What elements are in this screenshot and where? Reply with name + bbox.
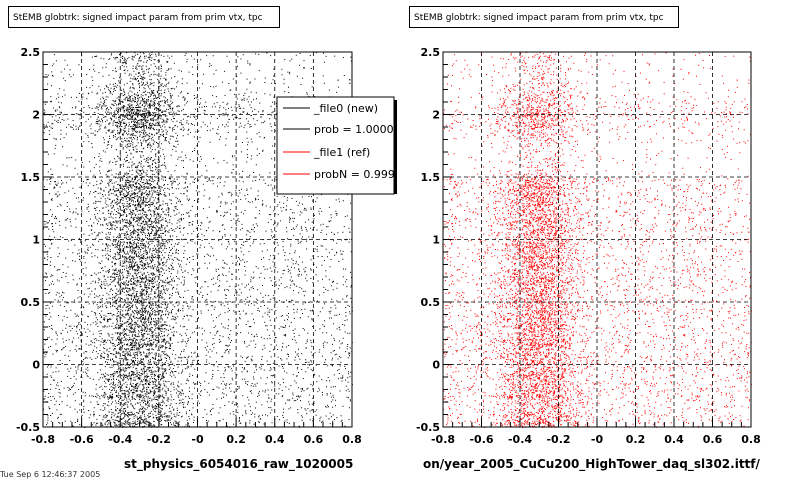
axis-ticks bbox=[42, 51, 353, 428]
right-chart-title: StEMB globtrk: signed impact param from … bbox=[409, 6, 679, 28]
y-tick-label: 2 bbox=[432, 109, 440, 122]
grid-lines bbox=[43, 52, 352, 427]
axis-ticks bbox=[442, 51, 752, 428]
x-tick-label: -0 bbox=[591, 433, 604, 446]
right-scatter-panel: -0.8 -0.6 -0.4 -0.2 -0 0.2 0.4 0.6 0.8 -0.5 0 0.5 1 1… bbox=[416, 46, 761, 446]
x-tick-label: 0.6 bbox=[703, 433, 723, 446]
x-tick-label: 0.2 bbox=[626, 433, 646, 446]
left-x-axis-label: st_physics_6054016_raw_1020005 bbox=[124, 457, 354, 471]
legend-box bbox=[276, 96, 395, 195]
y-tick-label: 2 bbox=[32, 109, 40, 122]
y-tick-label: -0.5 bbox=[16, 421, 40, 434]
y-tick-label: 0.5 bbox=[21, 296, 41, 309]
legend-entry-label: _file0 (new) bbox=[313, 102, 378, 115]
x-tick-label: -0.8 bbox=[431, 433, 455, 446]
x-tick-label: -0 bbox=[191, 433, 204, 446]
x-tick-label: -0.4 bbox=[108, 433, 132, 446]
y-tick-label: 0.5 bbox=[421, 296, 441, 309]
x-tick-label: 0.4 bbox=[664, 433, 684, 446]
x-tick-label: -0.2 bbox=[147, 433, 171, 446]
left-chart-title: StEMB globtrk: signed impact param from … bbox=[8, 6, 280, 28]
y-tick-label: 2.5 bbox=[421, 46, 441, 59]
y-tick-label: -0.5 bbox=[416, 421, 440, 434]
x-tick-label: -0.8 bbox=[31, 433, 55, 446]
legend-entry-label: _file1 (ref) bbox=[313, 146, 370, 159]
right-x-axis-label: on/year_2005_CuCu200_HighTower_daq_sl302… bbox=[423, 457, 760, 471]
y-tick-label: 1.5 bbox=[21, 171, 41, 184]
y-tick-label: 2.5 bbox=[21, 46, 41, 59]
legend-shadow bbox=[394, 100, 397, 194]
x-tick-label: 0.2 bbox=[226, 433, 246, 446]
y-tick-label: 1 bbox=[32, 234, 40, 247]
legend-entry-label: prob = 1.000000 bbox=[314, 123, 408, 136]
x-tick-label: -0.2 bbox=[546, 433, 570, 446]
x-tick-label: 0.6 bbox=[304, 433, 324, 446]
legend: _file0 (new) prob = 1.000000 _file1 (ref) p… bbox=[276, 96, 409, 195]
x-tick-label: 0.8 bbox=[342, 433, 362, 446]
x-tick-label: -0.6 bbox=[469, 433, 493, 446]
y-tick-label: 1 bbox=[432, 234, 440, 247]
x-tick-label: 0.8 bbox=[741, 433, 761, 446]
grid-lines bbox=[443, 52, 751, 427]
y-tick-label: 1.5 bbox=[421, 171, 441, 184]
x-tick-label: 0.4 bbox=[265, 433, 285, 446]
y-tick-label: 0 bbox=[432, 359, 440, 372]
y-tick-label: 0 bbox=[32, 359, 40, 372]
x-tick-label: -0.4 bbox=[508, 433, 532, 446]
footer-stamp: Tue Sep 6 12:46:37 2005 bbox=[0, 470, 101, 479]
legend-entry-label: probN = 0.99966 bbox=[314, 168, 409, 181]
x-tick-label: -0.6 bbox=[70, 433, 94, 446]
